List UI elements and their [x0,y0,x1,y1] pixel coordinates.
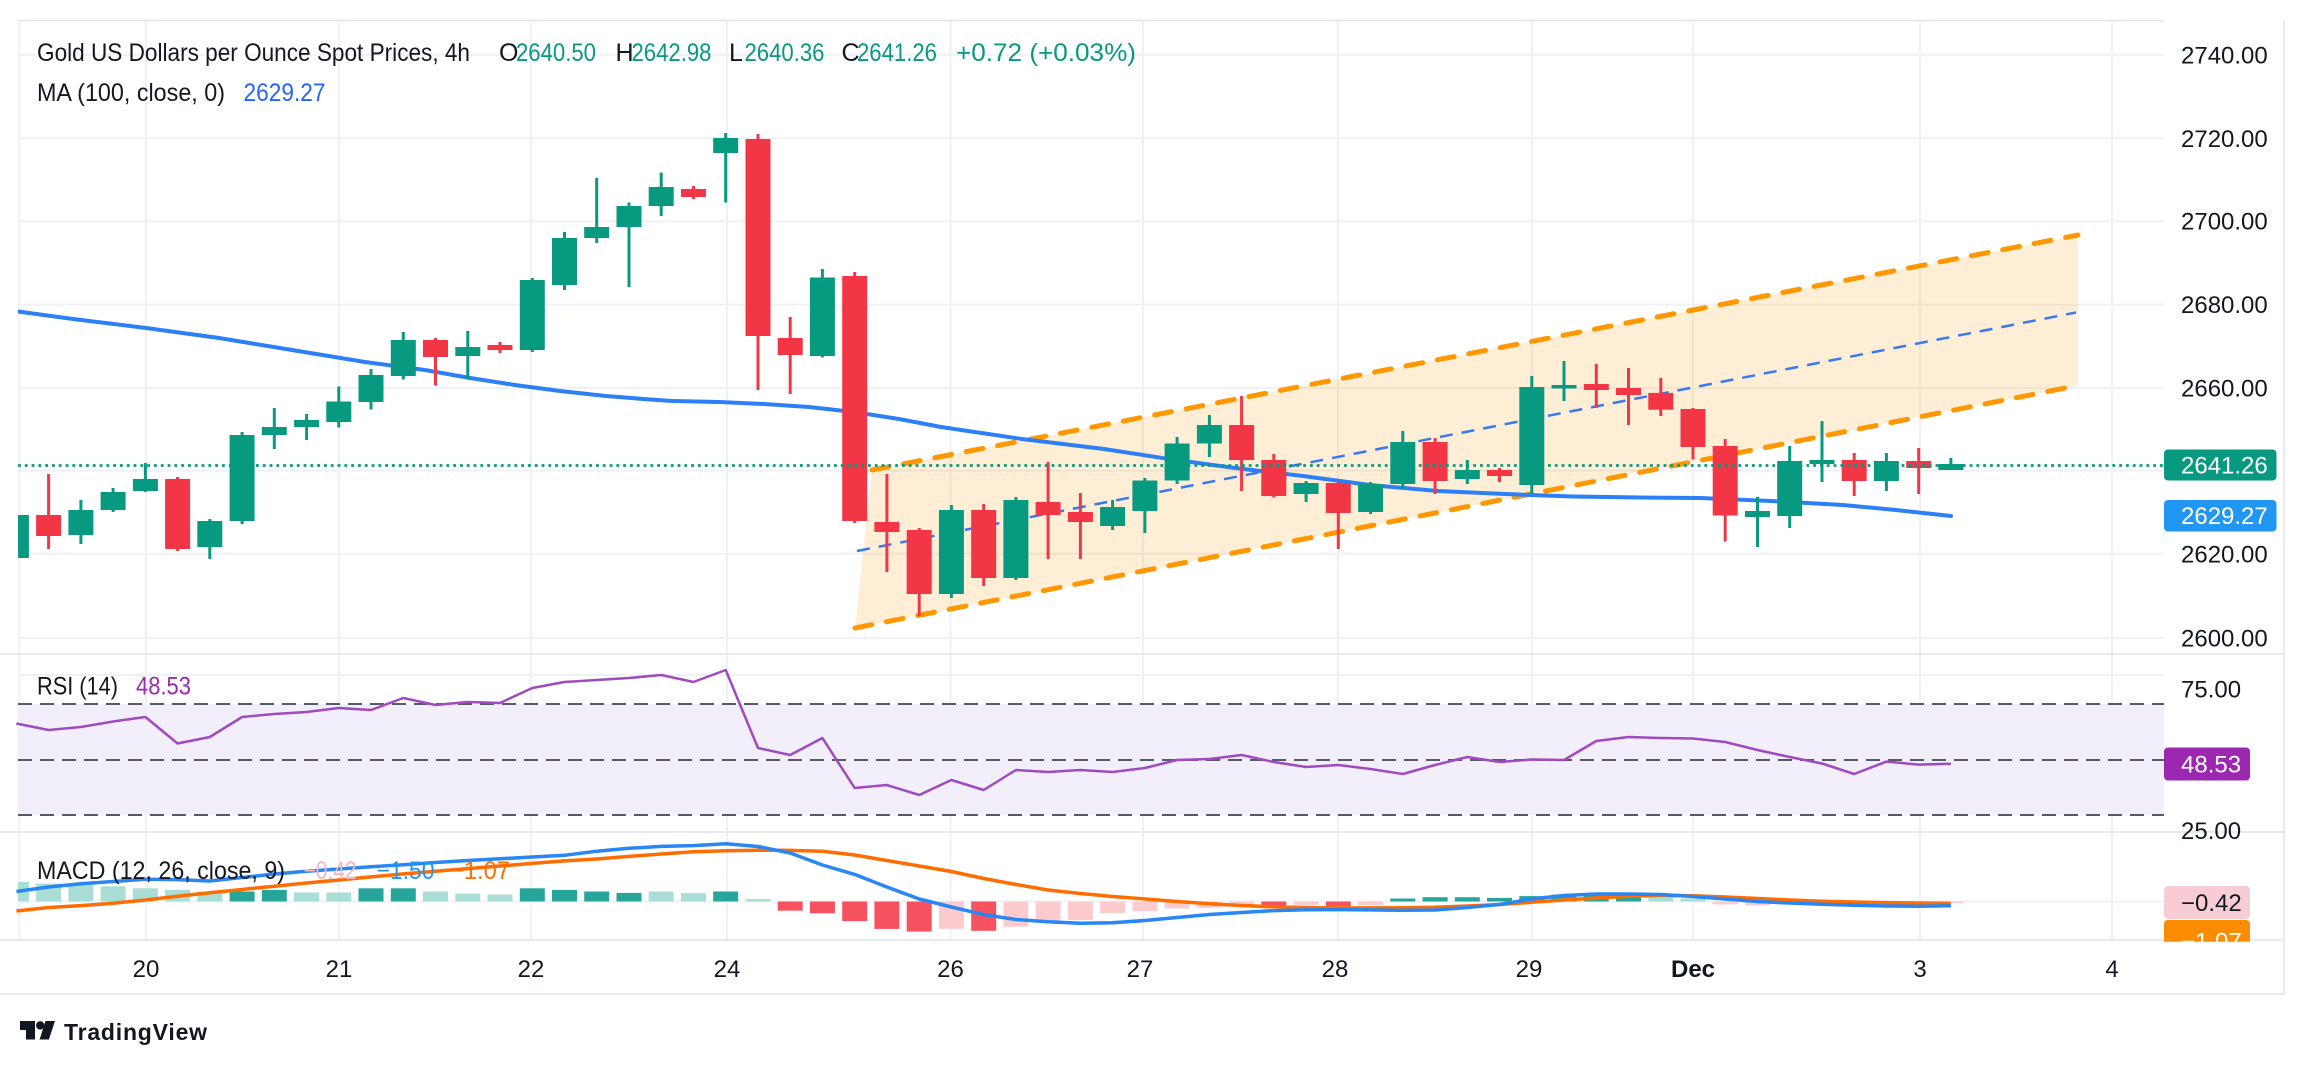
svg-text:28: 28 [1322,956,1349,983]
svg-text:2620.00: 2620.00 [2181,541,2268,568]
svg-text:20: 20 [133,956,160,983]
svg-text:Dec: Dec [1671,956,1715,983]
svg-text:48.53: 48.53 [2181,752,2241,779]
svg-text:27: 27 [1127,956,1154,983]
svg-text:48.53: 48.53 [136,673,191,701]
svg-text:4: 4 [2105,956,2118,983]
svg-text:−0.42: −0.42 [2181,890,2242,917]
svg-text:2720.00: 2720.00 [2181,126,2268,153]
svg-text:2641.26: 2641.26 [857,39,937,67]
svg-text:−1.07: −1.07 [450,857,510,885]
svg-text:2629.27: 2629.27 [244,79,326,107]
svg-text:H: H [616,39,634,67]
svg-text:21: 21 [326,956,353,983]
svg-text:2642.98: 2642.98 [632,39,712,67]
svg-text:RSI (14): RSI (14) [37,673,118,701]
svg-text:Gold US Dollars per Ounce Spot: Gold US Dollars per Ounce Spot Prices, 4… [37,39,470,67]
svg-text:26: 26 [937,956,964,983]
svg-text:L: L [729,39,743,67]
svg-text:2740.00: 2740.00 [2181,42,2268,69]
svg-text:2640.50: 2640.50 [516,39,596,67]
svg-text:O: O [499,39,518,67]
svg-text:2641.26: 2641.26 [2181,453,2268,480]
svg-text:2629.27: 2629.27 [2181,503,2268,530]
svg-text:C: C [842,39,860,67]
svg-text:MACD (12, 26, close, 9): MACD (12, 26, close, 9) [37,857,285,885]
svg-text:2600.00: 2600.00 [2181,625,2268,652]
svg-text:2640.36: 2640.36 [745,39,825,67]
svg-text:−1.07: −1.07 [2181,929,2242,956]
svg-text:2680.00: 2680.00 [2181,292,2268,319]
svg-text:22: 22 [518,956,545,983]
svg-text:25.00: 25.00 [2181,818,2241,845]
svg-text:−1.50: −1.50 [377,857,435,885]
svg-text:−0.42: −0.42 [304,857,357,885]
svg-text:24: 24 [714,956,741,983]
svg-text:+0.72 (+0.03%): +0.72 (+0.03%) [956,39,1136,67]
svg-text:TradingView: TradingView [64,1019,208,1045]
svg-text:2660.00: 2660.00 [2181,376,2268,403]
svg-text:29: 29 [1516,956,1543,983]
svg-text:MA (100, close, 0): MA (100, close, 0) [37,79,225,107]
svg-text:2700.00: 2700.00 [2181,209,2268,236]
svg-text:75.00: 75.00 [2181,677,2241,704]
svg-text:3: 3 [1913,956,1926,983]
